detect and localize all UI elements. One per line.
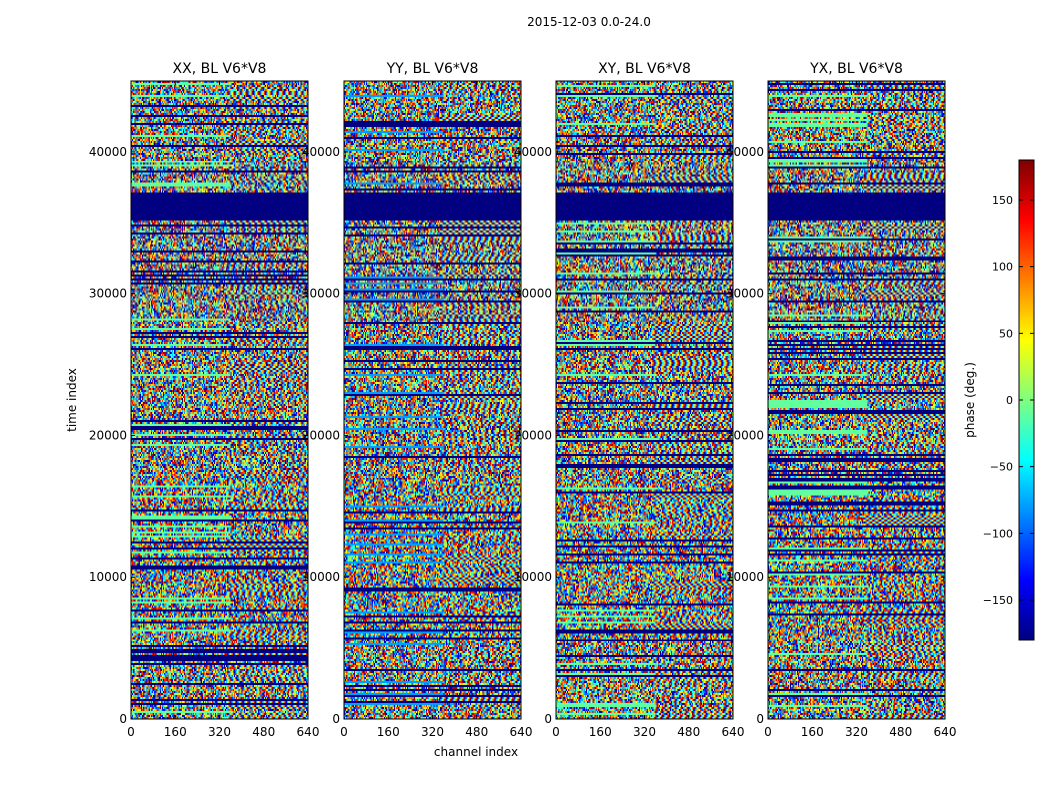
x-tick-label: 480 [889, 725, 912, 739]
y-tick-label: 30000 [89, 287, 127, 301]
y-tick-label: 10000 [514, 570, 552, 584]
x-tick-label: 0 [127, 725, 135, 739]
x-tick-label: 320 [845, 725, 868, 739]
x-tick-label: 320 [421, 725, 444, 739]
x-axis-label: channel index [434, 745, 518, 759]
y-tick-label: 40000 [89, 145, 127, 159]
y-tick-label: 10000 [302, 570, 340, 584]
x-tick-label: 480 [465, 725, 488, 739]
y-tick-label: 0 [756, 712, 764, 726]
x-tick-label: 160 [164, 725, 187, 739]
panel-title: XX, BL V6*V8 [173, 61, 267, 77]
panel-yx: YX, BL V6*V8 0 160 320 480 640 0 10000 20000 3000… [726, 61, 957, 739]
y-tick-label: 0 [544, 712, 552, 726]
heatmap-image-yy [344, 81, 521, 719]
x-tick-label: 640 [297, 725, 320, 739]
panel-title: XY, BL V6*V8 [598, 61, 691, 77]
x-tick-label: 640 [934, 725, 957, 739]
y-tick-label: 20000 [514, 428, 552, 442]
y-tick-label: 30000 [726, 287, 764, 301]
x-tick-label: 480 [252, 725, 275, 739]
colorbar-tick-label: 50 [999, 327, 1013, 340]
colorbar-tick-label: −50 [990, 461, 1013, 474]
y-tick-label: 10000 [726, 570, 764, 584]
heatmap-image-xx [131, 81, 308, 719]
x-tick-label: 160 [589, 725, 612, 739]
x-tick-label: 0 [340, 725, 348, 739]
x-tick-label: 160 [377, 725, 400, 739]
x-tick-label: 320 [633, 725, 656, 739]
x-tick-label: 320 [208, 725, 231, 739]
panel-xx: XX, BL V6*V8 0 160 320 480 640 0 10000 20000 3000… [89, 61, 320, 739]
panel-title: YX, BL V6*V8 [809, 61, 903, 77]
y-axis-label: time index [65, 368, 79, 432]
colorbar-tick-label: 150 [992, 194, 1013, 207]
x-tick-label: 160 [801, 725, 824, 739]
colorbar-label: phase (deg.) [963, 362, 977, 438]
y-tick-label: 20000 [89, 428, 127, 442]
y-tick-label: 40000 [302, 145, 340, 159]
y-tick-label: 20000 [726, 428, 764, 442]
y-tick-label: 20000 [302, 428, 340, 442]
panel-title: YY, BL V6*V8 [386, 61, 479, 77]
figure-title: 2015-12-03 0.0-24.0 [527, 15, 651, 29]
y-tick-label: 10000 [89, 570, 127, 584]
panel-xy: XY, BL V6*V8 0 160 320 480 640 0 10000 20000 3000… [514, 61, 745, 739]
heatmap-image-xy [556, 81, 733, 719]
x-tick-label: 640 [722, 725, 745, 739]
heatmap-image-yx [768, 81, 945, 719]
colorbar-tick-label: −150 [983, 594, 1013, 607]
y-tick-label: 30000 [514, 287, 552, 301]
y-tick-label: 0 [119, 712, 127, 726]
y-tick-label: 30000 [302, 287, 340, 301]
y-tick-label: 0 [332, 712, 340, 726]
y-tick-label: 40000 [726, 145, 764, 159]
y-tick-label: 40000 [514, 145, 552, 159]
colorbar-tick-label: 100 [992, 261, 1013, 274]
x-tick-label: 640 [510, 725, 533, 739]
x-tick-label: 0 [764, 725, 772, 739]
colorbar-tick-label: −100 [983, 527, 1013, 540]
colorbar-tick-label: 0 [1006, 394, 1013, 407]
x-tick-label: 0 [552, 725, 560, 739]
colorbar: −150 −100 −50 0 50 100 150 [983, 159, 1035, 641]
x-tick-label: 480 [677, 725, 700, 739]
panel-yy: YY, BL V6*V8 0 160 320 480 640 0 10000 20000 3000… [302, 61, 533, 739]
